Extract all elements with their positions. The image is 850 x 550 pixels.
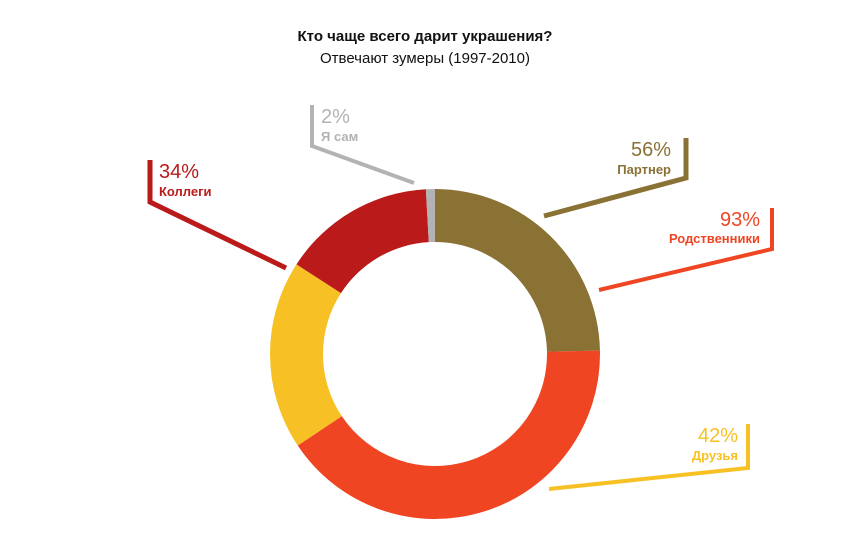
donut-slice-Родственники [297, 350, 601, 519]
donut-slice-Друзья [270, 264, 342, 446]
data-label-self-name: Я сам [321, 129, 358, 144]
leader-line-colleagues [147, 160, 288, 271]
leader-line-relatives [598, 208, 774, 292]
leader-line-partner [543, 138, 689, 219]
chart-subtitle: Отвечают зумеры (1997-2010) [319, 50, 530, 67]
data-label-friends-name: Друзья [692, 448, 738, 463]
chart-title: Кто чаще всего дарит украшения? [297, 28, 553, 45]
data-label-relatives-name: Родственники [669, 231, 760, 246]
data-label-colleagues-percent: 34% [159, 161, 199, 183]
donut-slices [270, 189, 601, 519]
donut-slice-Я сам [425, 189, 435, 243]
data-label-relatives-percent: 93% [720, 209, 760, 231]
data-label-self-percent: 2% [321, 106, 350, 128]
data-label-partner-percent: 56% [631, 139, 671, 161]
leader-line-self [310, 105, 415, 185]
data-label-colleagues-name: Коллеги [159, 184, 212, 199]
data-label-friends-percent: 42% [698, 425, 738, 447]
donut-slice-Партнер [435, 189, 600, 352]
data-label-partner-name: Партнер [617, 162, 671, 177]
donut-slice-Коллеги [296, 189, 429, 294]
leader-line-friends [548, 424, 750, 491]
